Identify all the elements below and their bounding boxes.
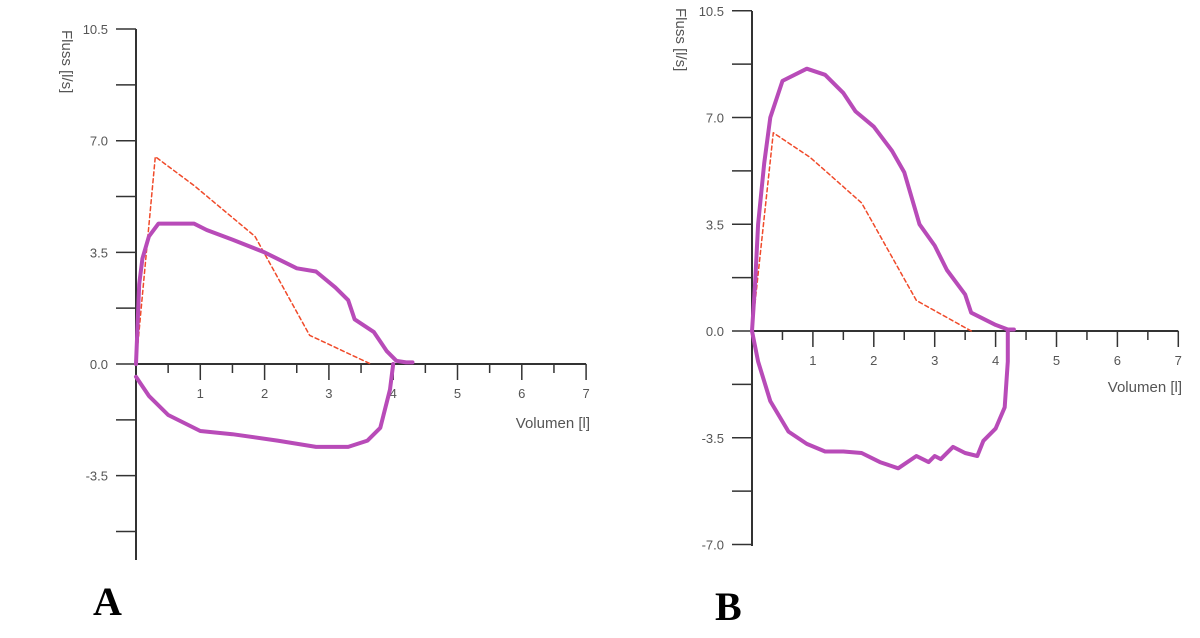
panel-label: B xyxy=(715,584,742,629)
y-tick-label: 7.0 xyxy=(706,111,724,126)
panel-label: A xyxy=(93,579,122,624)
series-predicted-line xyxy=(135,155,372,365)
y-tick-label: 10.5 xyxy=(83,22,108,37)
x-tick-label: 5 xyxy=(454,386,461,401)
y-tick-label: 3.5 xyxy=(90,245,108,260)
y-tick-label: 7.0 xyxy=(90,134,108,149)
x-tick-label: 2 xyxy=(261,386,268,401)
x-tick-label: 7 xyxy=(582,386,589,401)
x-tick-label: 6 xyxy=(1114,353,1121,368)
x-axis-title: Volumen [l] xyxy=(516,415,590,432)
series-expiration-line xyxy=(134,221,415,366)
x-tick-label: 5 xyxy=(1053,353,1060,368)
x-tick-label: 7 xyxy=(1175,353,1182,368)
series-expiration-line xyxy=(750,66,1016,333)
y-tick-label: -3.5 xyxy=(702,431,724,446)
x-tick-label: 3 xyxy=(931,353,938,368)
y-tick-label: -3.5 xyxy=(86,469,108,484)
y-axis-title: Fluss [l/s] xyxy=(672,8,689,71)
x-tick-label: 1 xyxy=(197,386,204,401)
series-inspiration-line xyxy=(750,329,1010,471)
y-tick-label: 10.5 xyxy=(699,4,724,19)
y-tick-label: -7.0 xyxy=(702,538,724,553)
x-axis-title: Volumen [l] xyxy=(1108,379,1182,396)
series-predicted-line xyxy=(751,132,972,332)
chart-panel-a: 10.5 7.0 3.5 0.0 -3.5 1 2 3 4 5 6 7 Volumen [l] Fluss… xyxy=(58,22,590,624)
y-axis-title: Fluss [l/s] xyxy=(58,30,75,93)
x-tick-label: 2 xyxy=(870,353,877,368)
x-tick-label: 3 xyxy=(325,386,332,401)
y-tick-label: 0.0 xyxy=(90,357,108,372)
y-tick-label: 0.0 xyxy=(706,324,724,339)
series-inspiration-line xyxy=(134,362,396,449)
y-tick-label: 3.5 xyxy=(706,217,724,232)
x-tick-label: 4 xyxy=(992,353,999,368)
chart-panel-b: 10.5 7.0 3.5 0.0 -3.5 -7.0 1 2 3 4 5 6 7 Volumen [l] F… xyxy=(672,4,1182,629)
x-tick-label: 4 xyxy=(390,386,397,401)
x-tick-label: 1 xyxy=(809,353,816,368)
x-tick-label: 6 xyxy=(518,386,525,401)
